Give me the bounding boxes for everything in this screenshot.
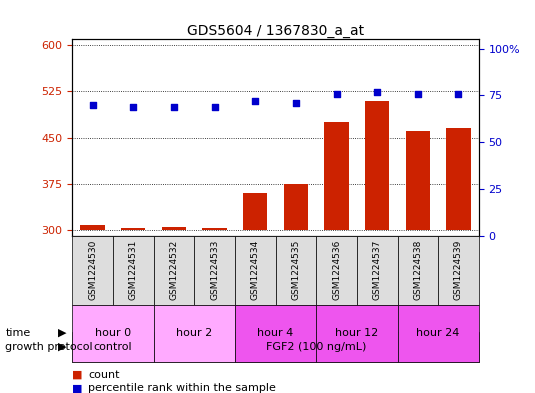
Text: time: time [5,328,30,338]
Bar [446,129,471,230]
Point [129,103,137,110]
Bar [365,101,389,230]
Bar [202,228,227,230]
Point [210,103,219,110]
Text: FGF2 (100 ng/mL): FGF2 (100 ng/mL) [266,342,366,352]
Point [373,88,381,95]
Point [292,100,300,106]
Point [88,102,97,108]
Text: growth protocol: growth protocol [5,342,93,352]
Text: hour 0: hour 0 [95,328,131,338]
Text: ▶: ▶ [58,342,67,352]
Bar [80,225,105,230]
Text: control: control [94,342,132,352]
Text: GSM1224531: GSM1224531 [129,240,137,300]
Text: GSM1224535: GSM1224535 [292,240,300,300]
Point [170,103,178,110]
Bar [121,228,146,230]
Text: ▶: ▶ [58,328,67,338]
Text: percentile rank within the sample: percentile rank within the sample [88,383,276,393]
Text: GSM1224537: GSM1224537 [373,240,381,300]
Text: GSM1224533: GSM1224533 [210,240,219,300]
Text: GSM1224530: GSM1224530 [88,240,97,300]
Text: GSM1224536: GSM1224536 [332,240,341,300]
Point [332,90,341,97]
Text: hour 24: hour 24 [416,328,460,338]
Point [414,90,422,97]
Text: GSM1224534: GSM1224534 [251,240,259,300]
Text: hour 12: hour 12 [335,328,378,338]
Bar [324,122,349,230]
Text: ■: ■ [72,369,83,380]
Text: hour 4: hour 4 [257,328,294,338]
Point [251,98,259,104]
Text: ■: ■ [72,383,83,393]
Title: GDS5604 / 1367830_a_at: GDS5604 / 1367830_a_at [187,24,364,38]
Bar [406,131,430,230]
Text: GSM1224532: GSM1224532 [170,240,178,300]
Point [454,90,463,97]
Bar [243,193,268,230]
Text: GSM1224539: GSM1224539 [454,240,463,300]
Text: hour 2: hour 2 [176,328,212,338]
Text: count: count [88,369,120,380]
Bar [162,227,186,230]
Bar [284,184,308,230]
Text: GSM1224538: GSM1224538 [414,240,422,300]
